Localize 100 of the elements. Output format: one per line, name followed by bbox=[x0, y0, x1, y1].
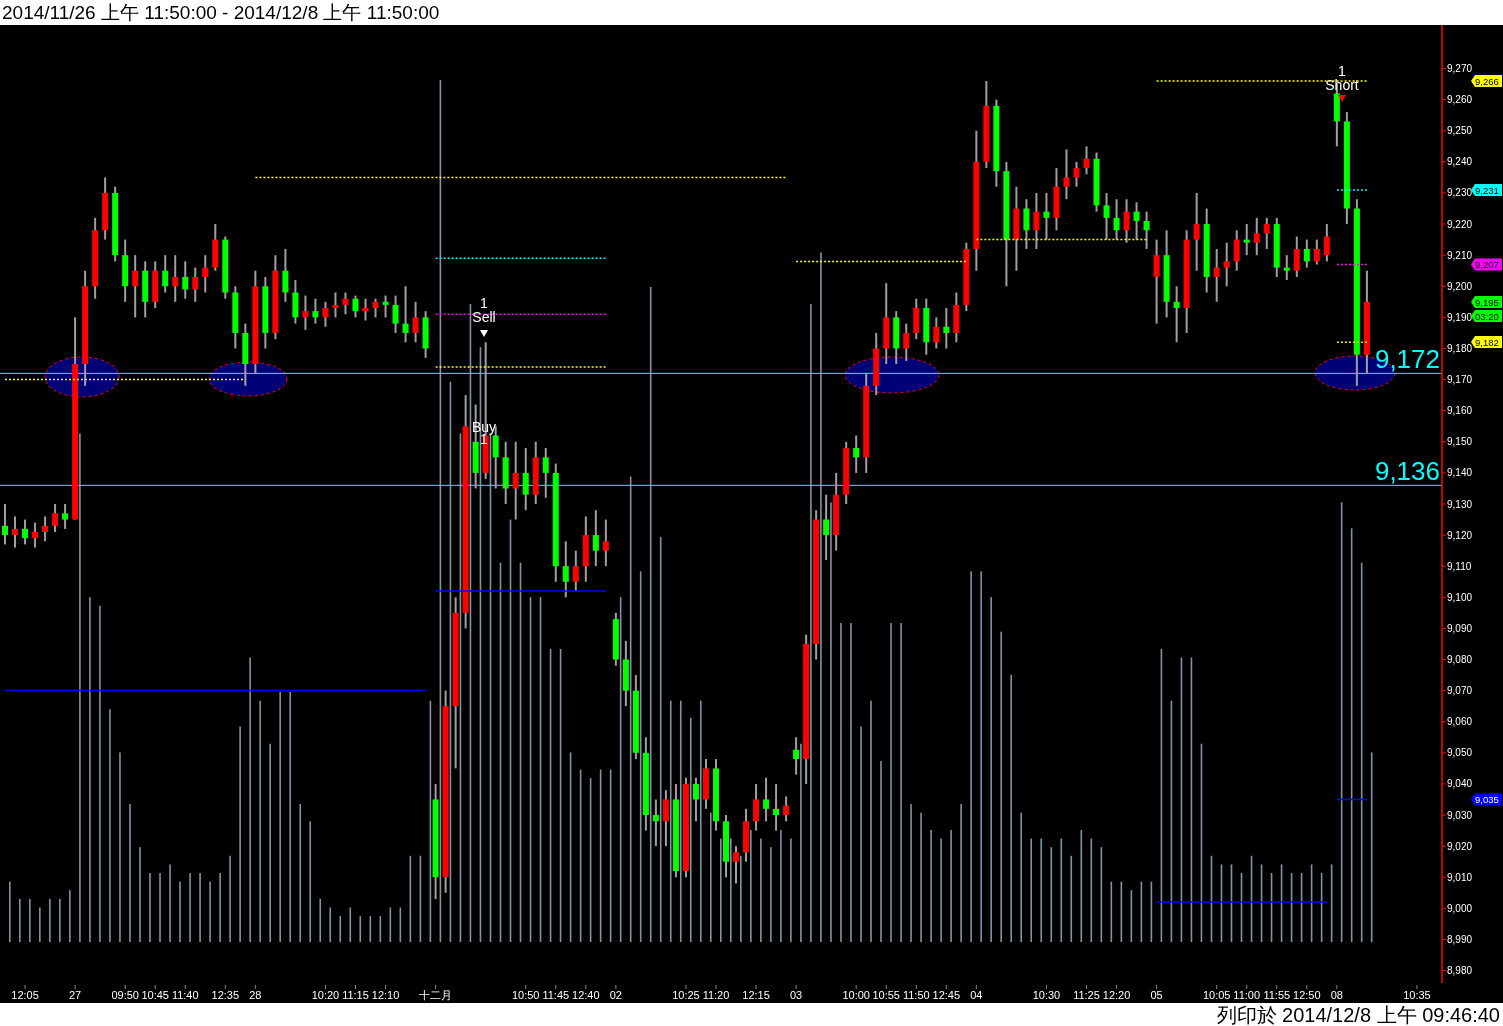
candlestick bbox=[733, 845, 740, 885]
y-tick-label: 9,190 bbox=[1447, 311, 1473, 323]
candlestick bbox=[1033, 191, 1040, 250]
candlestick bbox=[542, 447, 549, 499]
x-tick-label: 十二月 bbox=[419, 989, 453, 1001]
y-tick-label: 9,060 bbox=[1447, 716, 1473, 728]
x-tick-label: 02 bbox=[609, 989, 622, 1001]
x-tick-label: 10:30 bbox=[1032, 989, 1061, 1001]
ref-line-label: 9,136 bbox=[1374, 456, 1440, 487]
candlestick bbox=[32, 521, 39, 549]
y-tick-label: 9,180 bbox=[1447, 342, 1473, 354]
candlestick bbox=[392, 294, 399, 334]
candlestick bbox=[22, 518, 29, 546]
candlestick bbox=[302, 294, 309, 331]
candlestick bbox=[182, 260, 189, 300]
candlestick bbox=[783, 795, 790, 823]
candlestick bbox=[352, 294, 359, 319]
candlestick bbox=[2, 503, 9, 546]
price-tag: 9,182 bbox=[1471, 336, 1502, 348]
y-tick-label: 9,000 bbox=[1447, 902, 1473, 914]
candlestick bbox=[172, 254, 179, 303]
candlestick bbox=[1213, 247, 1220, 303]
x-tick-label: 12:35 bbox=[211, 989, 240, 1001]
y-tick-label: 8,990 bbox=[1447, 933, 1473, 945]
candlestick bbox=[793, 736, 800, 776]
candlestick bbox=[1323, 223, 1330, 263]
candlestick bbox=[1143, 210, 1150, 250]
y-tick-label: 9,160 bbox=[1447, 405, 1473, 417]
candlestick bbox=[52, 503, 59, 533]
x-tick-label: 10:05 bbox=[1202, 989, 1231, 1001]
x-tick-label: 09:50 bbox=[111, 989, 139, 1001]
price-tag: 9,195 bbox=[1471, 296, 1502, 308]
x-tick-label: 05 bbox=[1150, 989, 1163, 1001]
y-tick-label: 9,240 bbox=[1447, 156, 1473, 168]
x-tick-label: 04 bbox=[970, 989, 983, 1001]
candlestick bbox=[332, 291, 339, 319]
candlestick bbox=[412, 300, 419, 344]
candlestick bbox=[652, 798, 659, 848]
y-tick-label: 9,090 bbox=[1447, 622, 1473, 634]
candlestick bbox=[1193, 191, 1200, 272]
candlestick bbox=[1103, 191, 1110, 241]
x-tick-label: 12:15 bbox=[742, 989, 770, 1001]
candlestick bbox=[763, 776, 770, 823]
y-tick-label: 9,020 bbox=[1447, 840, 1473, 852]
candlestick bbox=[1313, 238, 1320, 266]
candlestick bbox=[202, 254, 209, 294]
candlestick bbox=[342, 291, 349, 316]
candlestick bbox=[1303, 238, 1310, 269]
candlestick bbox=[592, 509, 599, 568]
x-tick-label: 11:15 bbox=[342, 989, 369, 1001]
candlestick bbox=[522, 447, 529, 512]
y-tick-label: 9,230 bbox=[1447, 187, 1473, 199]
candlestick bbox=[1253, 216, 1260, 257]
price-tag: 03:20 bbox=[1471, 310, 1502, 322]
y-tick-label: 9,170 bbox=[1447, 374, 1473, 386]
candlestick bbox=[823, 493, 830, 561]
y-tick-label: 9,250 bbox=[1447, 125, 1473, 137]
x-tick-label: 10:20 bbox=[311, 989, 340, 1001]
candlestick bbox=[1233, 229, 1240, 272]
x-tick-label: 12:05 bbox=[11, 989, 39, 1001]
candlestick bbox=[512, 440, 519, 521]
x-tick-label: 27 bbox=[68, 989, 82, 1001]
ref-line-label: 9,172 bbox=[1374, 344, 1440, 375]
candlestick bbox=[282, 247, 289, 303]
annotation: Short bbox=[1325, 77, 1359, 93]
candlestick bbox=[12, 515, 19, 549]
x-tick-label: 12:45 bbox=[932, 989, 961, 1001]
y-tick-label: 9,080 bbox=[1447, 654, 1473, 666]
candlestick bbox=[162, 254, 169, 294]
candlestick bbox=[1073, 160, 1080, 188]
candlestick bbox=[42, 515, 49, 543]
candlestick bbox=[1263, 216, 1270, 250]
y-tick-label: 9,220 bbox=[1447, 218, 1473, 230]
candlestick bbox=[1133, 201, 1140, 241]
y-tick-label: 9,120 bbox=[1447, 529, 1473, 541]
x-tick-label: 11:45 bbox=[542, 989, 570, 1001]
x-tick-label: 11:40 bbox=[171, 989, 199, 1001]
x-tick-label: 12:10 bbox=[371, 989, 400, 1001]
candlestick bbox=[562, 540, 569, 599]
candlestick bbox=[572, 549, 579, 593]
y-tick-label: 9,150 bbox=[1447, 436, 1473, 448]
x-tick-label: 12:40 bbox=[572, 989, 600, 1001]
y-tick-label: 9,140 bbox=[1447, 467, 1473, 479]
candlestick bbox=[62, 503, 69, 530]
x-tick-label: 11:25 bbox=[1073, 989, 1100, 1001]
candlestick bbox=[1113, 198, 1120, 241]
candlestick bbox=[402, 285, 409, 344]
candlestick bbox=[1293, 235, 1300, 278]
candlestick bbox=[943, 307, 950, 350]
y-tick-label: 9,050 bbox=[1447, 747, 1473, 759]
text: 列印於 2014/12/8 上午 09:46:40 bbox=[1216, 1004, 1500, 1026]
candlestick bbox=[903, 322, 910, 362]
y-tick-label: 9,030 bbox=[1447, 809, 1473, 821]
candlestick bbox=[1083, 145, 1090, 176]
x-tick-label: 10:50 bbox=[511, 989, 540, 1001]
y-tick-label: 9,210 bbox=[1447, 249, 1473, 261]
price-tag: 9,266 bbox=[1471, 75, 1502, 87]
candlestick bbox=[1283, 254, 1290, 282]
annotation: 1 bbox=[480, 295, 489, 311]
candlestick bbox=[1223, 241, 1230, 288]
